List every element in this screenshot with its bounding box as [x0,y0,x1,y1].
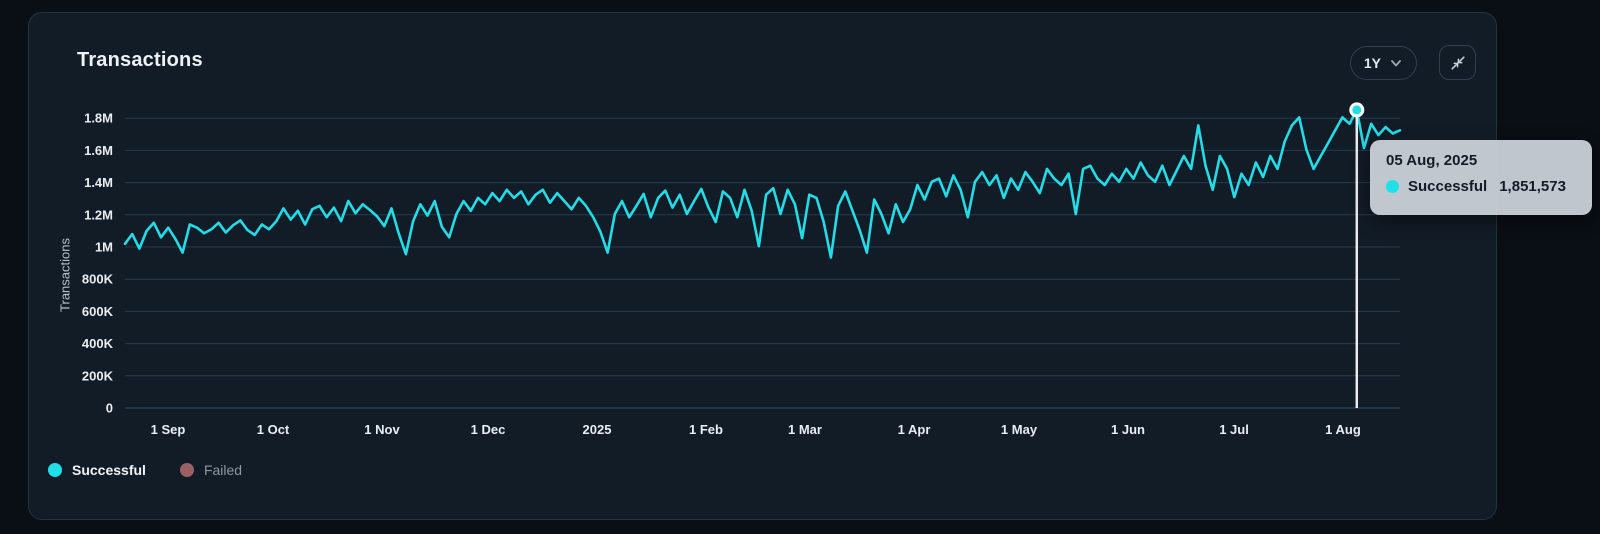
x-axis-tick-label: 1 Apr [898,422,931,437]
highlight-marker[interactable] [1352,105,1362,115]
tooltip-date: 05 Aug, 2025 [1386,152,1478,169]
successful-legend-dot-icon [48,463,62,477]
chart-legend: Successful Failed [48,462,242,478]
y-axis-tick-label: 1.4M [84,175,113,190]
y-axis-tick-label: 0 [106,401,113,416]
time-range-value: 1Y [1363,54,1381,71]
tooltip-series-label: Successful [1408,178,1488,195]
y-axis-tick-label: 200K [82,368,114,383]
y-axis-tick-label: 600K [82,304,114,319]
successful-series-line[interactable] [123,108,1402,259]
chart-tooltip: 05 Aug, 2025 Successful 1,851,573 [1370,140,1592,215]
y-axis-tick-label: 800K [82,272,114,287]
failed-legend-dot-icon [179,463,194,477]
x-axis-tick-label: 2025 [583,422,612,437]
legend-label-failed: Failed [203,462,243,478]
y-axis-tick-label: 1.6M [84,143,113,158]
y-axis-tick-label: 1.2M [84,207,113,222]
y-axis-tick-label: 1.8M [84,111,113,126]
y-axis-tick-label: 1M [95,240,113,255]
x-axis-tick-label: 1 Sep [151,422,186,437]
x-axis-tick-label: 1 Dec [471,422,506,437]
x-axis-tick-label: 1 Oct [257,422,290,437]
x-axis-tick-label: 1 Nov [364,422,400,437]
successful-series-dot-icon [1386,180,1399,193]
x-axis-tick-label: 1 Aug [1325,422,1361,437]
x-axis-tick-label: 1 May [1001,422,1038,437]
time-range-selector[interactable]: 1Y [1349,45,1417,80]
transactions-card: Transactions 1Y Transactions [28,12,1497,520]
legend-item-failed[interactable]: Failed [179,462,243,478]
legend-label-successful: Successful [72,462,146,478]
page-title: Transactions [77,49,203,71]
legend-item-successful[interactable]: Successful [48,462,146,478]
collapse-button[interactable] [1439,45,1476,80]
chevron-down-icon [1389,56,1403,70]
tooltip-series-row: Successful 1,851,573 [1386,178,1576,195]
tooltip-series-value: 1,851,573 [1499,178,1566,195]
y-axis-tick-label: 400K [82,336,114,351]
card-controls: 1Y [1349,45,1476,80]
x-axis-tick-label: 1 Feb [689,422,723,437]
collapse-icon [1448,53,1468,73]
x-axis-tick-label: 1 Mar [788,422,822,437]
x-axis-tick-label: 1 Jun [1111,422,1145,437]
x-axis-tick-label: 1 Jul [1219,422,1249,437]
